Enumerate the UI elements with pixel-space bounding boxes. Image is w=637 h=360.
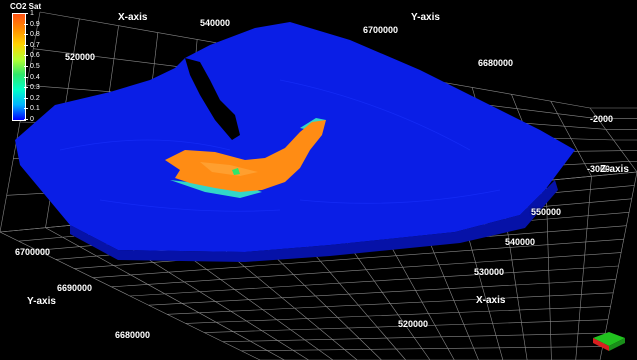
- x-axis-tick-label: 530000: [474, 267, 505, 277]
- legend-tick-label: 0.1: [30, 105, 40, 113]
- legend-tick-mark: [24, 87, 28, 89]
- grid-line: [129, 265, 619, 297]
- plume-body: [165, 120, 326, 192]
- y-axis-tick-label: 6680000: [115, 330, 151, 340]
- x-axis-tick-label: 540000: [505, 237, 536, 247]
- y-axis-title-top: Y-axis: [411, 12, 440, 23]
- reservoir-side: [70, 180, 558, 262]
- grid-line: [222, 332, 606, 343]
- legend-tick-mark: [24, 108, 28, 110]
- grid-line: [575, 176, 592, 360]
- legend-tick-mark: [24, 119, 28, 120]
- axes-orientation-icon[interactable]: [589, 324, 629, 354]
- legend-tick-mark: [24, 23, 28, 25]
- x-axis-tick-label: 520000: [65, 52, 96, 62]
- y-axis-title-bottom: Y-axis: [27, 296, 56, 307]
- y-axis-tick-label: 6690000: [57, 283, 93, 293]
- legend-colorbar: [12, 13, 26, 121]
- x-axis-title-top: X-axis: [118, 12, 148, 23]
- co2-plume: [165, 118, 326, 198]
- y-axis-tick-label: 6680000: [478, 58, 514, 68]
- legend-tick-mark: [24, 13, 28, 14]
- legend-tick-label: 0.9: [30, 20, 40, 28]
- plume-edge: [170, 180, 262, 198]
- plume-highlight: [200, 162, 258, 176]
- y-axis-tick-label: 6700000: [15, 247, 51, 257]
- legend-tick-label: 0.6: [30, 52, 40, 60]
- color-legend: CO2 Sat 1 0.9 0.8 0.7 0.6 0.5 0.4 0.3 0.2 0.1 0: [10, 2, 50, 123]
- legend-tick-label: 0.3: [30, 84, 40, 92]
- legend-tick-label: 0.7: [30, 41, 40, 49]
- legend-tick-label: 1: [30, 10, 34, 17]
- z-axis-title: Z-axis: [600, 164, 629, 175]
- z-axis-tick-label: -2000: [590, 114, 614, 124]
- x-axis-tick-label: 550000: [531, 207, 562, 217]
- legend-title: CO2 Sat: [10, 2, 42, 11]
- grid-line: [185, 305, 611, 324]
- legend-tick-mark: [24, 76, 28, 78]
- legend-tick-mark: [24, 34, 28, 36]
- y-axis-tick-label: 6700000: [363, 25, 399, 35]
- x-axis-tick-label: 540000: [200, 18, 231, 28]
- legend-tick-mark: [24, 55, 28, 57]
- reservoir-top: [15, 22, 575, 252]
- grid-line: [241, 346, 603, 352]
- grid-line: [599, 171, 637, 360]
- z-axis-tick-label: -3000: [587, 164, 611, 174]
- legend-tick-mark: [24, 66, 28, 67]
- reservoir-channel: [185, 58, 240, 140]
- grid-line: [148, 279, 616, 306]
- legend-tick-label: 0.5: [30, 63, 40, 70]
- legend-tick-label: 0.8: [30, 31, 40, 39]
- reservoir-surface: [15, 22, 575, 262]
- legend-tick-mark: [24, 44, 28, 46]
- grid-line: [167, 292, 614, 315]
- legend-tick-mark: [24, 97, 28, 99]
- grid-line: [545, 180, 552, 360]
- x-axis-tick-label: 520000: [398, 319, 429, 329]
- plume-green-spot: [232, 168, 240, 175]
- legend-tick-label: 0: [30, 116, 34, 123]
- legend-tick-label: 0.4: [30, 73, 40, 81]
- x-axis-title-bottom: X-axis: [476, 295, 506, 306]
- legend-tick-label: 0.2: [30, 94, 40, 102]
- grid-line: [204, 319, 608, 333]
